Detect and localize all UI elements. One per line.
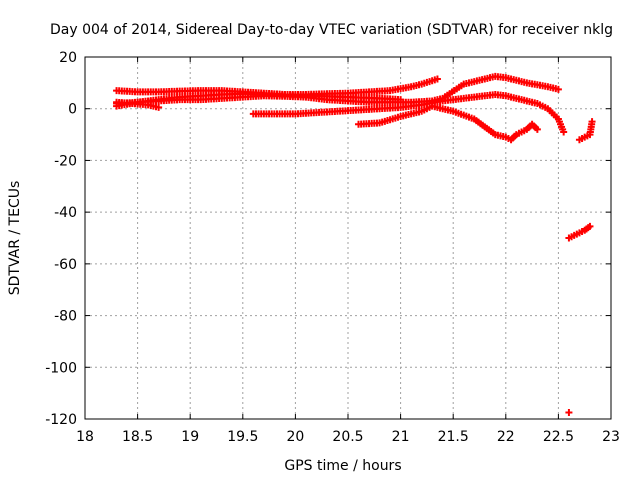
series-track-h [565,222,594,242]
data-point [433,75,441,83]
data-point [554,85,562,93]
y-axis: 20 0 -20 -40 -60 -80 -100 -120 [45,50,611,428]
y-tick-label: 0 [68,102,77,118]
data-marks [113,72,596,417]
series-track-i [565,409,573,417]
x-tick-label: 23 [602,429,620,445]
series-track-f [355,102,541,144]
x-tick-label: 18.5 [122,429,153,445]
x-tick-label: 21.5 [438,429,469,445]
data-point [588,118,596,126]
data-point [586,222,594,230]
y-tick-label: -20 [54,153,77,169]
series-track-e [249,90,568,136]
x-tick-label: 19 [181,429,199,445]
x-tick-label: 20 [286,429,304,445]
series-track-d [113,72,562,108]
series-track-g [575,118,596,144]
data-point [533,125,541,133]
x-tick-label: 18 [76,429,94,445]
y-tick-label: -100 [45,360,77,376]
x-tick-label: 20.5 [332,429,363,445]
y-tick-label: -40 [54,205,77,221]
x-tick-label: 21 [392,429,410,445]
y-tick-label: -80 [54,309,77,325]
x-tick-label: 22.5 [543,429,574,445]
data-point [565,409,573,417]
x-axis: 18 18.5 19 19.5 20 20.5 21 21.5 22 22.5 23 [76,57,620,445]
y-tick-label: -60 [54,257,77,273]
chart-title: Day 004 of 2014, Sidereal Day-to-day VTE… [50,22,613,38]
x-tick-label: 19.5 [227,429,258,445]
data-point [560,128,568,136]
y-tick-label: 20 [59,50,77,66]
data-point [155,103,163,111]
y-tick-label: -120 [45,412,77,428]
x-tick-label: 22 [497,429,515,445]
y-axis-title: SDTVAR / TECUs [7,181,23,296]
x-axis-title: GPS time / hours [284,458,401,474]
